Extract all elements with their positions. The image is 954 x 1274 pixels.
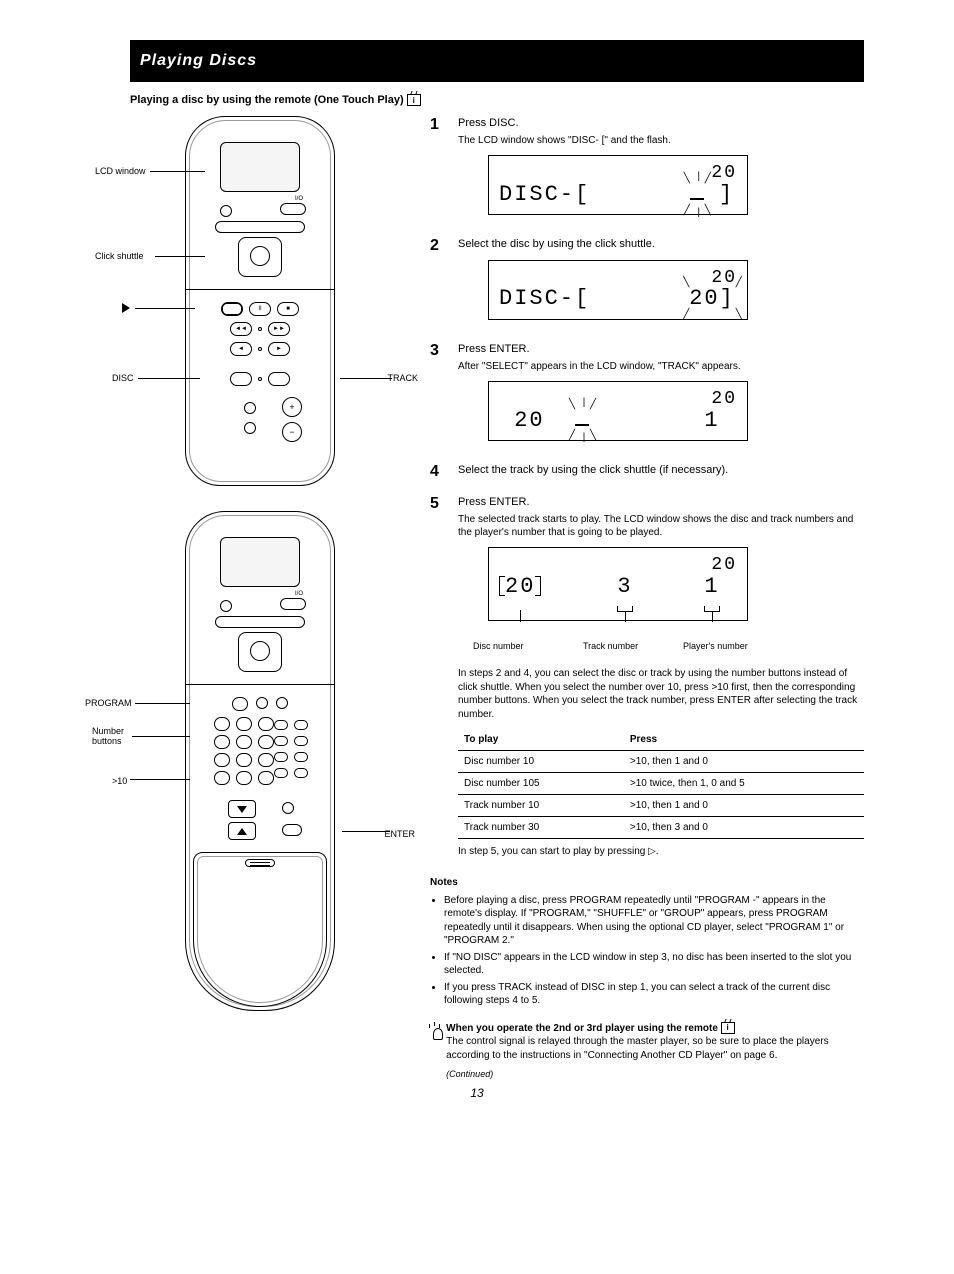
vol-up-button: + [282,397,302,417]
note-item: Before playing a disc, press PROGRAM rep… [444,894,864,948]
number-keypad [214,717,276,785]
play-button [221,302,243,316]
gt10-label: >10 [112,776,127,786]
lcd-display-1: 20 DISC-[ ╲|╱ ╱|╲ ] [488,155,748,215]
up-button [228,822,256,840]
track-button [268,372,290,386]
stop-button: ■ [277,302,299,316]
rew-button: ◄ [230,342,252,356]
enter-button [282,824,302,836]
disc-button [230,372,252,386]
program-label: PROGRAM [85,698,132,708]
tip-title: When you operate the 2nd or 3rd player u… [446,1023,718,1034]
number-label: Number buttons [92,726,137,746]
step-5-text: Press ENTER. [458,495,864,509]
step-1: 1 Press DISC. The LCD window shows "DISC… [430,116,864,223]
next-button: ►► [268,322,290,336]
track-number-label: Track number [583,641,638,653]
play-label [122,303,130,315]
lcd-window-2 [220,537,300,587]
vol-down-button: − [282,422,302,442]
step-4: 4 Select the track by using the click sh… [430,463,864,481]
lcd-display-3: 20 20 ╲|╱ ╱|╲ 1 [488,381,748,441]
notes-section: Notes Before playing a disc, press PROGR… [430,876,864,1008]
table-row: Disc number 105>10 twice, then 1, 0 and … [458,773,864,795]
note-item: If "NO DISC" appears in the LCD window i… [444,951,864,978]
page-number: 13 [470,1086,483,1100]
header-bar: Playing Discs [130,40,864,82]
program-button [232,697,248,711]
flash-cursor: ╲|╱ ╱|╲ [690,181,704,210]
misc-button-2 [244,422,256,434]
power-button: I/O [280,203,306,215]
lcd-window [220,142,300,192]
example-table: To playPress Disc number 10>10, then 1 a… [458,729,864,839]
notes-heading: Notes [430,876,864,890]
flash-value: ╲╱ 20] ╱╲ [689,285,735,314]
header-title: Playing Discs [140,52,257,70]
table-intro: In steps 2 and 4, you can select the dis… [458,667,864,721]
small-button [220,205,232,217]
step-3: 3 Press ENTER. After "SELECT" appears in… [430,342,864,449]
remote-link-icon: i [721,1022,735,1034]
pause-button: II [249,302,271,316]
lcd-window-label: LCD window [95,166,146,176]
tip-section: When you operate the 2nd or 3rd player u… [430,1022,864,1081]
table-row: Track number 30>10, then 3 and 0 [458,817,864,839]
misc-button [244,402,256,414]
step-5-after: The selected track starts to play. The L… [458,513,864,539]
fwd-button: ► [268,342,290,356]
tip-bulb-icon [430,1022,438,1040]
step-2-text: Select the disc by using the click shutt… [458,237,864,251]
remote-flap [193,852,327,1007]
remote-diagram-closed: I/O II ■ ◄◄ ►► ◄ [185,116,335,486]
step-1-text: Press DISC. [458,116,864,130]
track-label: TRACK [387,373,418,383]
table-note: In step 5, you can start to play by pres… [458,845,864,858]
click-shuttle-label: Click shuttle [95,251,144,261]
remote-link-icon: i [407,94,421,106]
mode-bar [215,221,305,233]
step-1-after: The LCD window shows "DISC- [" and the f… [458,134,864,147]
lcd-display-5: 20 20 3 [488,547,748,621]
down-button [228,800,256,818]
step-5: 5 Press ENTER. The selected track starts… [430,495,864,858]
player-number-label: Player's number [683,641,748,653]
remote-diagram-open: I/O [185,511,335,1011]
disc-label: DISC [112,373,134,383]
flash-track: ╲|╱ ╱|╲ [575,407,589,436]
step-3-after: After "SELECT" appears in the LCD window… [458,360,864,373]
page-subtitle: Playing a disc by using the remote (One … [130,94,864,106]
prev-button: ◄◄ [230,322,252,336]
step-2: 2 Select the disc by using the click shu… [430,237,864,327]
disc-number-label: Disc number [473,641,524,653]
continued-label: (Continued) [446,1068,864,1080]
table-row: Track number 10>10, then 1 and 0 [458,795,864,817]
gt10-button [214,771,230,785]
note-item: If you press TRACK instead of DISC in st… [444,981,864,1008]
lcd-display-2: 20 DISC-[ ╲╱ 20] ╱╲ [488,260,748,320]
table-row: Disc number 10>10, then 1 and 0 [458,751,864,773]
step-3-text: Press ENTER. [458,342,864,356]
tip-body: The control signal is relayed through th… [446,1036,828,1061]
step-4-text: Select the track by using the click shut… [458,463,864,477]
click-shuttle [238,237,282,277]
